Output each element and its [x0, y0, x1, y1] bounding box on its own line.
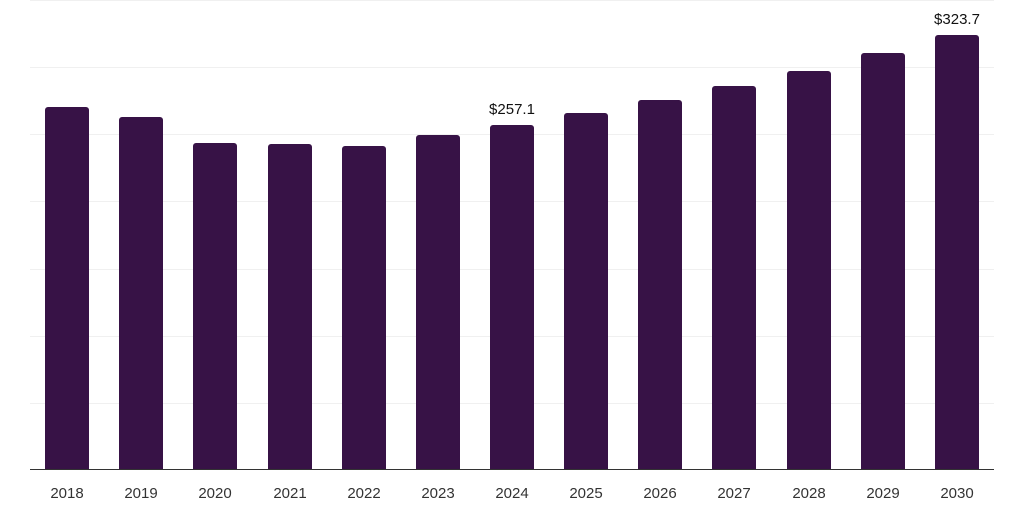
x-axis-line — [30, 469, 994, 470]
bar-2023[interactable] — [416, 135, 460, 470]
bar-2024[interactable] — [490, 125, 534, 470]
bar-2025[interactable] — [564, 113, 608, 470]
bar-2018[interactable] — [45, 107, 89, 470]
x-tick-label: 2020 — [198, 485, 232, 502]
data-label-2030: $323.7 — [934, 11, 980, 28]
gridline — [30, 67, 994, 68]
x-tick-label: 2022 — [347, 485, 381, 502]
bar-2020[interactable] — [193, 143, 237, 470]
x-tick-label: 2026 — [643, 485, 677, 502]
bar-2019[interactable] — [119, 117, 163, 470]
x-tick-label: 2024 — [495, 485, 529, 502]
x-tick-label: 2019 — [124, 485, 158, 502]
bar-2029[interactable] — [861, 53, 905, 470]
bar-2028[interactable] — [787, 71, 831, 470]
bar-2021[interactable] — [268, 144, 312, 470]
data-label-2024: $257.1 — [489, 101, 535, 118]
x-tick-label: 2030 — [940, 485, 974, 502]
x-tick-label: 2018 — [50, 485, 84, 502]
bar-2022[interactable] — [342, 146, 386, 470]
x-tick-label: 2027 — [717, 485, 751, 502]
x-tick-label: 2023 — [421, 485, 455, 502]
bar-2027[interactable] — [712, 86, 756, 470]
x-tick-label: 2029 — [866, 485, 900, 502]
x-tick-label: 2028 — [792, 485, 826, 502]
x-tick-label: 2021 — [273, 485, 307, 502]
gridline — [30, 0, 994, 1]
bar-2030[interactable] — [935, 35, 979, 470]
x-tick-label: 2025 — [569, 485, 603, 502]
bar-2026[interactable] — [638, 100, 682, 470]
